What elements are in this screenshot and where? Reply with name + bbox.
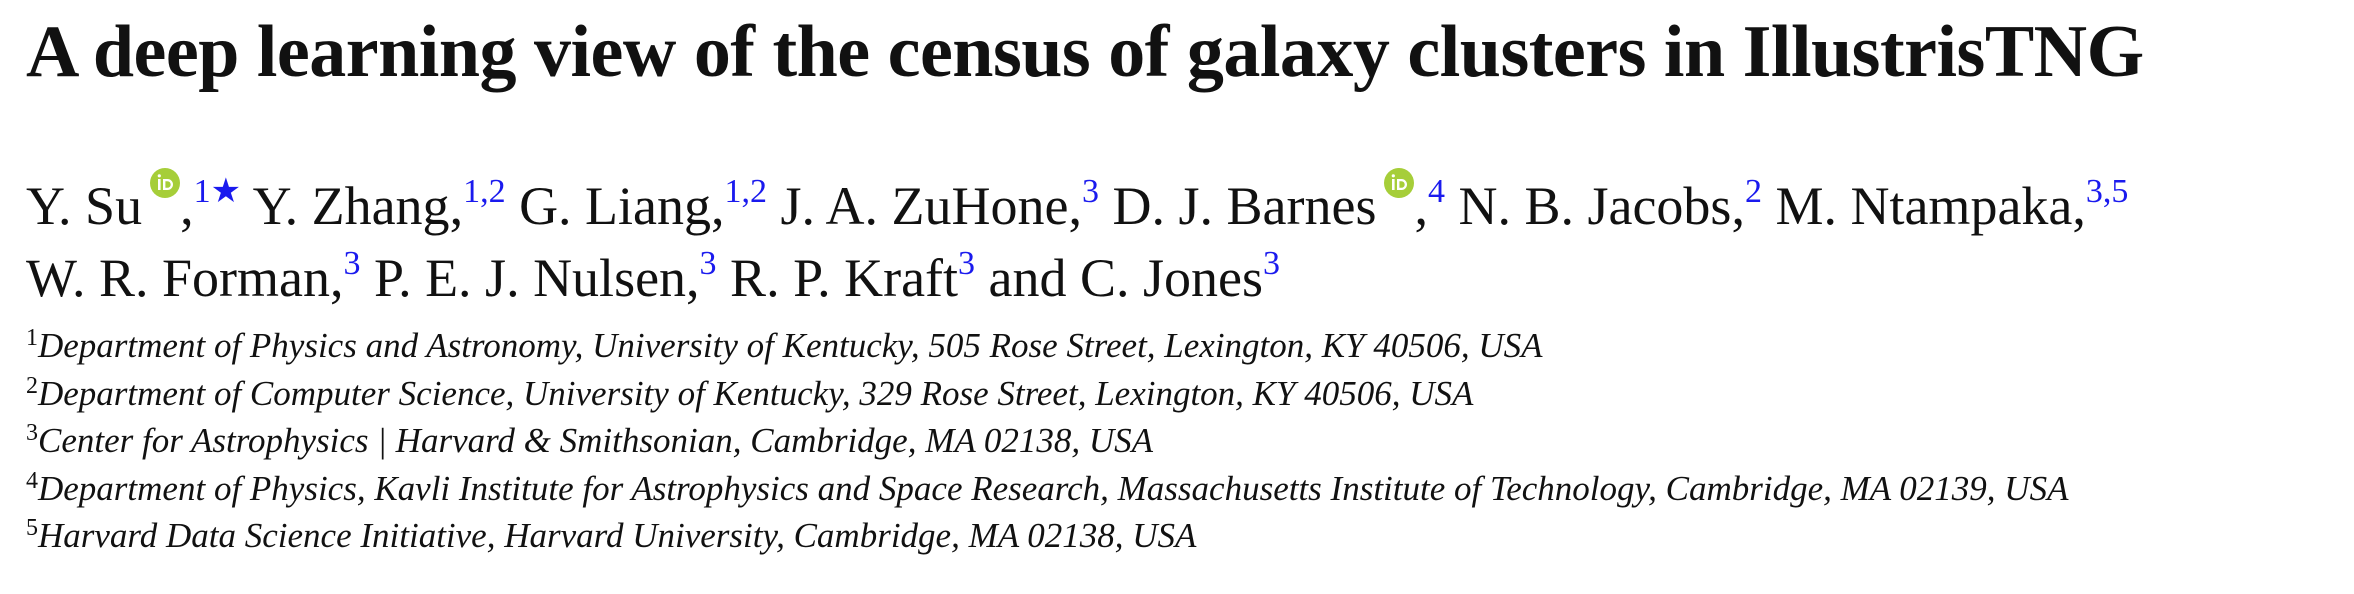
affiliation-number: 1: [26, 325, 38, 351]
author: N. B. Jacobs,2: [1458, 173, 1762, 237]
author-affil-sup: 3: [1082, 173, 1099, 210]
affiliation-list: 1Department of Physics and Astronomy, Un…: [26, 322, 2068, 560]
conjunction: and: [988, 248, 1067, 308]
author-name: M. Ntampaka: [1775, 176, 2073, 236]
affiliation-text: Department of Physics and Astronomy, Uni…: [38, 326, 1543, 365]
author-name: P. E. J. Nulsen: [374, 248, 687, 308]
affiliation: 1Department of Physics and Astronomy, Un…: [26, 322, 2068, 370]
author: Y. Su ,1★: [26, 168, 242, 236]
author: P. E. J. Nulsen,3: [374, 245, 717, 309]
author-punct: ,: [711, 176, 725, 236]
orcid-icon: [1384, 168, 1415, 198]
author: M. Ntampaka,3,5: [1775, 173, 2129, 237]
author-affil-sup: 1,2: [724, 173, 768, 210]
affiliation: 3Center for Astrophysics | Harvard & Smi…: [26, 417, 2068, 465]
author-name: W. R. Forman: [26, 248, 331, 308]
author: C. Jones3: [1080, 245, 1281, 309]
orcid-icon: [150, 168, 181, 198]
paper-title: A deep learning view of the census of ga…: [26, 11, 2144, 93]
author-affil-sup: 2: [1744, 173, 1762, 210]
author: Y. Zhang,1,2: [252, 173, 506, 237]
author-punct: ,: [180, 176, 194, 236]
affiliation-text: Department of Computer Science, Universi…: [38, 373, 1474, 413]
author: G. Liang,1,2: [519, 173, 768, 237]
author-affil-sup: 3: [1263, 245, 1281, 282]
author-name: G. Liang: [519, 176, 712, 236]
author-name: R. P. Kraft: [730, 248, 959, 308]
affiliation: 4Department of Physics, Kavli Institute …: [26, 465, 2068, 513]
author-affil-sup: 3: [343, 245, 361, 282]
affiliation-number: 3: [26, 420, 38, 446]
author-punct: ,: [449, 176, 464, 236]
author-name: C. Jones: [1080, 248, 1264, 308]
author: J. A. ZuHone,3: [780, 173, 1099, 237]
author: R. P. Kraft3: [730, 245, 976, 309]
author-affil-sup: 3: [699, 245, 717, 282]
affiliation-number: 5: [26, 515, 38, 541]
author-name: Y. Zhang: [252, 176, 450, 236]
affiliation-number: 2: [26, 372, 38, 399]
author-affil-sup: 3: [958, 245, 976, 282]
affiliation: 2Department of Computer Science, Univers…: [26, 370, 2068, 418]
affiliation-text: Department of Physics, Kavli Institute f…: [38, 468, 2069, 508]
author-name: J. A. ZuHone: [780, 176, 1069, 236]
author-punct: ,: [2072, 176, 2086, 236]
author-affil-sup: 1★: [193, 173, 242, 210]
author-punct: ,: [1731, 176, 1745, 236]
author: D. J. Barnes ,4: [1112, 168, 1445, 236]
author: W. R. Forman,3: [26, 245, 361, 309]
author-affil-sup: 4: [1427, 173, 1445, 210]
affiliation: 5Harvard Data Science Initiative, Harvar…: [26, 512, 2068, 560]
affiliation-text: Center for Astrophysics | Harvard & Smit…: [38, 421, 1154, 460]
affiliation-number: 4: [26, 467, 38, 494]
author-punct: ,: [1414, 176, 1428, 236]
author-name: D. J. Barnes: [1112, 176, 1377, 236]
affiliation-text: Harvard Data Science Initiative, Harvard…: [38, 516, 1197, 555]
author-punct: ,: [686, 248, 700, 308]
author-list: Y. Su ,1★ Y. Zhang,1,2 G. Liang,1,2 J. A.…: [26, 168, 2346, 314]
author-name: N. B. Jacobs: [1458, 176, 1732, 236]
author-affil-sup: 1,2: [463, 173, 506, 210]
author-punct: ,: [330, 248, 344, 308]
author-name: Y. Su: [26, 176, 143, 236]
author-affil-sup: 3,5: [2085, 173, 2129, 210]
author-punct: ,: [1068, 176, 1083, 236]
